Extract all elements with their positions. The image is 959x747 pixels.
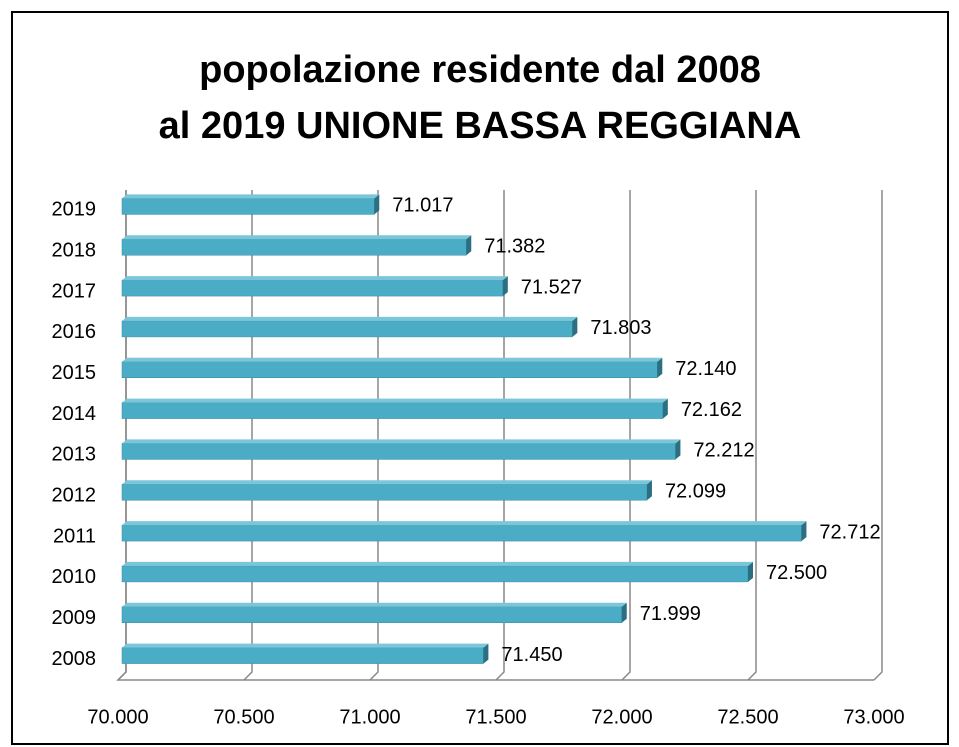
x-tick-label: 71.500 [465,706,526,728]
bar-top [122,643,489,648]
bar-side [748,561,753,582]
y-tick-label: 2011 [53,525,96,547]
bar [121,402,664,419]
bar [121,361,658,378]
data-label: 72.099 [665,481,726,503]
bar-top [122,235,472,240]
bar-side [621,602,627,623]
data-label: 72.712 [819,521,880,543]
bar-top [122,398,668,403]
y-tick-label: 2012 [52,485,97,507]
grid-line [243,190,253,681]
data-label: 72.212 [693,440,754,462]
bar-side [572,316,578,337]
y-tick-label: 2010 [52,566,97,588]
bar-side [662,398,668,419]
bar-top [122,194,380,199]
x-tick-label: 70.500 [213,706,274,728]
bar-top [122,439,681,444]
bar-side [466,235,472,256]
data-label: 72.140 [675,358,736,380]
y-tick-label: 2013 [52,444,97,466]
bar-top [122,316,578,321]
data-label: 71.999 [640,603,701,625]
bar-top [122,357,663,362]
bar-top [122,602,627,607]
data-label: 71.382 [484,236,545,258]
grid-line [873,190,883,681]
x-tick-label: 71.000 [339,706,400,728]
grid-line [495,190,505,681]
bar-side [483,643,489,664]
y-tick-label: 2008 [52,648,97,670]
y-tick-label: 2016 [52,321,97,343]
y-tick-label: 2019 [52,199,97,221]
y-tick-label: 2018 [52,240,97,262]
y-tick-label: 2014 [52,403,97,425]
bar [121,606,622,623]
bar [121,320,573,338]
data-label: 72.500 [766,562,827,584]
bar-top [122,480,652,485]
bar [121,524,802,542]
bar-side [801,521,807,542]
data-label: 71.450 [501,644,562,666]
x-tick-label: 70.000 [87,706,148,728]
bar [121,565,749,583]
bar-side [675,439,681,460]
y-tick-label: 2017 [52,280,97,302]
data-label: 71.803 [590,317,651,339]
bar-top [122,521,807,526]
bar [121,279,504,297]
grid-line [621,190,631,681]
data-label: 71.017 [392,195,453,217]
bar-side [657,357,663,378]
bar-side [502,276,508,297]
bar [121,239,467,256]
bar [121,198,375,215]
x-tick-label: 72.000 [591,706,652,728]
x-tick-label: 73.000 [843,706,904,728]
grid-line [747,190,757,681]
chart-title: popolazione residente dal 2008 al 2019 UN… [159,49,802,147]
bar [121,647,484,664]
data-label: 72.162 [681,399,742,421]
bar-top [122,276,508,281]
x-tick-label: 72.500 [717,706,778,728]
data-label: 71.527 [521,276,582,298]
bar-top [122,561,753,566]
bar [121,484,648,501]
bar [121,443,676,460]
axis-line [116,190,874,681]
bar-side [374,194,380,215]
y-tick-label: 2009 [52,607,97,629]
bar-side [646,480,652,501]
y-tick-label: 2015 [52,362,97,384]
grid-line [369,190,379,681]
